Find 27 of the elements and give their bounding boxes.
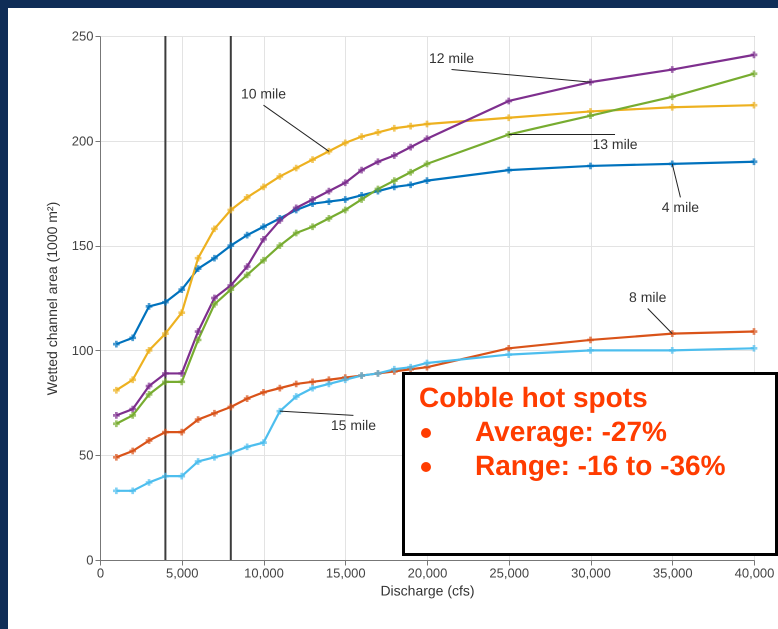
x-tick-label: 15,000 [326, 566, 366, 580]
x-tick-label: 5,000 [166, 566, 199, 580]
series-label: 13 mile [592, 136, 638, 152]
x-tick-label: 20,000 [408, 566, 448, 580]
x-tick-label: 0 [96, 566, 104, 580]
x-tick-label: 10,000 [244, 566, 284, 580]
annotation: Cobble hot spots [419, 381, 649, 415]
x-tick-label: 25,000 [489, 566, 530, 580]
x-tick-label: 40,000 [734, 566, 774, 580]
y-tick-label: 50 [79, 448, 94, 463]
annotation: Average: -27% [475, 416, 667, 447]
series-label: 8 mile [629, 289, 667, 305]
text: 4 mile [662, 198, 700, 215]
text: 15 mile [330, 416, 376, 433]
note-box: Cobble hot spots Average: -27% Range: -16 to -36% [402, 372, 778, 556]
x-axis-title: Discharge (cfs) [380, 582, 475, 598]
text: 12 mile [428, 50, 474, 66]
y-tick-label: 150 [72, 238, 94, 254]
x-tick-label: 35,000 [652, 566, 693, 580]
y-tick-label: 0 [86, 552, 94, 568]
y-tick-label: 250 [72, 28, 94, 44]
y-axis-title: Wetted channel area (1000 m²) [44, 202, 60, 396]
x-tick-label: 30,000 [571, 566, 611, 580]
text: 10 mile [240, 86, 286, 102]
y-tick-label: 200 [72, 133, 94, 148]
y-tick-label: 100 [72, 342, 94, 358]
annotation: Range: -16 to -36% [475, 450, 726, 481]
